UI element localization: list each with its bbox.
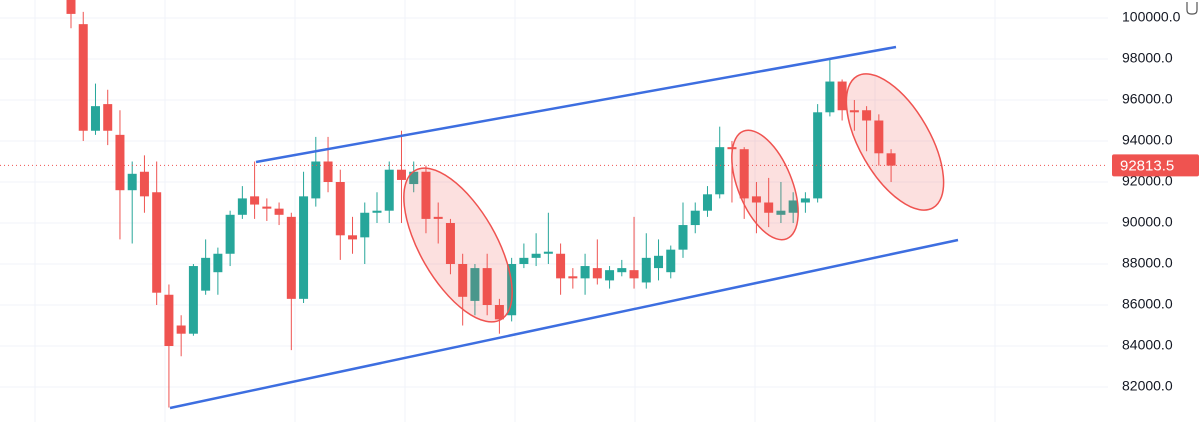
- candle-body: [837, 81, 847, 111]
- candle-body: [78, 24, 88, 131]
- candle-body: [127, 173, 137, 191]
- y-tick-label: 84000.0: [1122, 337, 1173, 353]
- vertical-grid: [34, 0, 996, 422]
- candle-body: [605, 270, 615, 281]
- y-tick-label: 98000.0: [1122, 50, 1173, 66]
- horizontal-grid: [0, 17, 1108, 388]
- candle-body: [568, 276, 578, 279]
- highlight-ellipse: [731, 129, 799, 241]
- candle-body: [654, 255, 664, 269]
- y-tick-label: 82000.0: [1122, 378, 1173, 394]
- candle-body: [360, 212, 370, 238]
- candle-body: [299, 196, 309, 299]
- cursor-icon: [1186, 2, 1198, 15]
- y-tick-label: 100000.0: [1122, 9, 1181, 25]
- candle-body: [813, 112, 823, 199]
- candle-body: [629, 270, 639, 279]
- candle-body: [862, 110, 872, 121]
- candle-body: [115, 134, 125, 191]
- candle-body: [237, 198, 247, 215]
- y-tick-label: 96000.0: [1122, 91, 1173, 107]
- candle-body: [139, 171, 149, 197]
- candle-body: [250, 196, 260, 205]
- candle-body: [666, 249, 676, 273]
- candle-body: [103, 104, 113, 131]
- candle-body: [702, 194, 712, 211]
- y-tick-label: 92000.0: [1122, 173, 1173, 189]
- highlight-ellipse: [403, 167, 513, 323]
- candle-body: [788, 200, 798, 213]
- price-axis: 82000.0 84000.0 86000.0 88000.0 90000.0 92000…: [0, 9, 1199, 394]
- candle-body: [690, 210, 700, 226]
- candle-body: [482, 268, 492, 306]
- y-tick-label: 86000.0: [1122, 296, 1173, 312]
- candle-body: [66, 0, 76, 14]
- y-tick-label: 94000.0: [1122, 132, 1173, 148]
- candle-body: [176, 325, 186, 334]
- candle-body: [543, 251, 553, 254]
- y-tick-label: 90000.0: [1122, 214, 1173, 230]
- candle-body: [458, 264, 468, 297]
- y-tick-label: 88000.0: [1122, 255, 1173, 271]
- candle-body: [800, 198, 810, 203]
- lower-trend-line: [169, 238, 959, 410]
- candle-body: [335, 182, 345, 236]
- candle-body: [188, 266, 198, 334]
- candle-body: [470, 268, 480, 301]
- highlight-ellipse: [845, 73, 945, 211]
- candle-body: [874, 120, 884, 154]
- candle-body: [396, 169, 406, 180]
- drawings: [169, 45, 959, 410]
- candle-body: [274, 208, 284, 215]
- candle-body: [384, 169, 394, 211]
- last-price-tag: [1112, 154, 1199, 177]
- candle-body: [213, 253, 223, 273]
- candle-body: [90, 106, 100, 131]
- candle-body: [886, 153, 896, 166]
- candle-body: [409, 171, 419, 185]
- candle-body: [715, 147, 725, 195]
- candle-body: [494, 305, 504, 320]
- candle-body: [592, 268, 602, 279]
- candles: [66, 0, 896, 408]
- candle-body: [825, 81, 835, 113]
- candle-body: [739, 149, 749, 199]
- candle-body: [641, 257, 651, 283]
- candle-body: [678, 225, 688, 250]
- candle-body: [617, 268, 627, 273]
- candle-body: [433, 216, 443, 219]
- candle-body: [152, 192, 162, 293]
- candle-body: [580, 266, 590, 279]
- candle-body: [556, 253, 566, 279]
- upper-trend-line: [255, 45, 897, 164]
- candle-body: [776, 210, 786, 215]
- candle-body: [764, 202, 774, 213]
- candle-body: [519, 257, 529, 265]
- candle-body: [751, 196, 761, 203]
- last-price-label: 92813.5: [1120, 157, 1174, 174]
- candle-body: [323, 161, 333, 183]
- candle-body: [849, 110, 859, 113]
- candle-body: [262, 206, 272, 209]
- candle-body: [348, 235, 358, 240]
- candle-body: [225, 214, 235, 254]
- candle-body: [531, 253, 541, 258]
- candle-body: [201, 257, 211, 291]
- candle-body: [421, 171, 431, 219]
- candle-body: [164, 294, 174, 347]
- candle-body: [372, 210, 382, 213]
- candle-body: [286, 216, 296, 299]
- candle-body: [445, 223, 455, 265]
- candle-body: [311, 161, 321, 199]
